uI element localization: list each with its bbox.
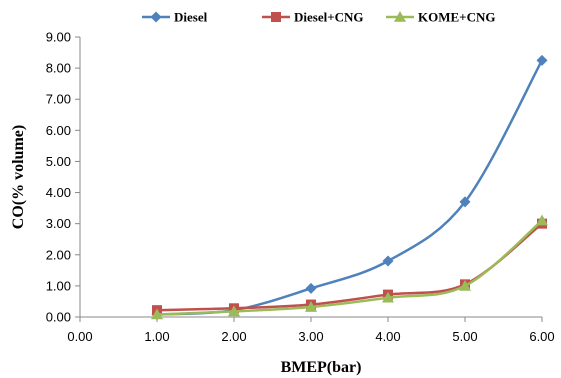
x-tick-label: 2.00 bbox=[221, 329, 246, 344]
series-line-diesel bbox=[156, 59, 544, 316]
legend-label: Diesel bbox=[174, 10, 208, 25]
legend-label: Diesel+CNG bbox=[294, 10, 364, 25]
x-tick-label: 3.00 bbox=[298, 329, 323, 344]
series-line-kome-cng bbox=[156, 219, 543, 316]
x-tick-label: 0.00 bbox=[67, 329, 92, 344]
data-point-kome-cng bbox=[536, 214, 548, 226]
legend-swatch-marker bbox=[150, 11, 162, 23]
series-diesel-cng bbox=[152, 218, 547, 316]
y-ticks: 0.00 1.00 2.00 3.00 4.00 5.00 6.00 7.00 8.00 9.00 bbox=[46, 30, 80, 325]
y-tick-label: 2.00 bbox=[46, 247, 71, 262]
y-tick-label: 0.00 bbox=[46, 310, 71, 325]
legend-swatch-marker bbox=[271, 12, 281, 22]
y-tick-label: 1.00 bbox=[46, 278, 71, 293]
x-tick-label: 6.00 bbox=[529, 329, 554, 344]
plot-area: 0.00 1.00 2.00 3.00 4.00 5.00 6.00 0.00 1.00 2.0… bbox=[46, 30, 555, 345]
series-line-diesel-cng bbox=[156, 222, 543, 312]
x-tick-label: 4.00 bbox=[375, 329, 400, 344]
x-ticks: 0.00 1.00 2.00 3.00 4.00 5.00 6.00 bbox=[67, 317, 555, 344]
x-tick-label: 5.00 bbox=[452, 329, 477, 344]
data-point-kome-cng bbox=[228, 305, 240, 317]
data-point-kome-cng bbox=[151, 308, 163, 320]
series-diesel bbox=[151, 54, 548, 321]
series-kome-cng bbox=[151, 214, 548, 320]
x-axis-title: BMEP(bar) bbox=[281, 359, 362, 376]
y-tick-label: 5.00 bbox=[46, 154, 71, 169]
legend-swatch-marker bbox=[394, 11, 406, 22]
series-group bbox=[151, 54, 548, 321]
legend-item-kome-cng: KOME+CNG bbox=[386, 10, 495, 25]
data-point-diesel bbox=[305, 282, 317, 294]
y-tick-label: 7.00 bbox=[46, 92, 71, 107]
legend-item-diesel-cng: Diesel+CNG bbox=[262, 10, 364, 25]
y-tick-label: 9.00 bbox=[46, 30, 71, 45]
y-tick-label: 6.00 bbox=[46, 123, 71, 138]
data-point-diesel bbox=[459, 196, 471, 208]
legend-label: KOME+CNG bbox=[418, 10, 495, 25]
y-axis-title: CO(% volume) bbox=[10, 125, 27, 229]
data-point-kome-cng bbox=[459, 279, 471, 291]
data-point-diesel bbox=[536, 54, 548, 66]
x-tick-label: 1.00 bbox=[144, 329, 169, 344]
data-point-diesel bbox=[382, 255, 394, 267]
y-tick-label: 3.00 bbox=[46, 216, 71, 231]
y-tick-label: 4.00 bbox=[46, 185, 71, 200]
data-point-kome-cng bbox=[382, 291, 394, 303]
legend-item-diesel: Diesel bbox=[142, 10, 208, 25]
data-point-kome-cng bbox=[305, 301, 317, 312]
y-tick-label: 8.00 bbox=[46, 61, 71, 76]
legend: Diesel Diesel+CNG KOME+CNG bbox=[142, 10, 495, 25]
